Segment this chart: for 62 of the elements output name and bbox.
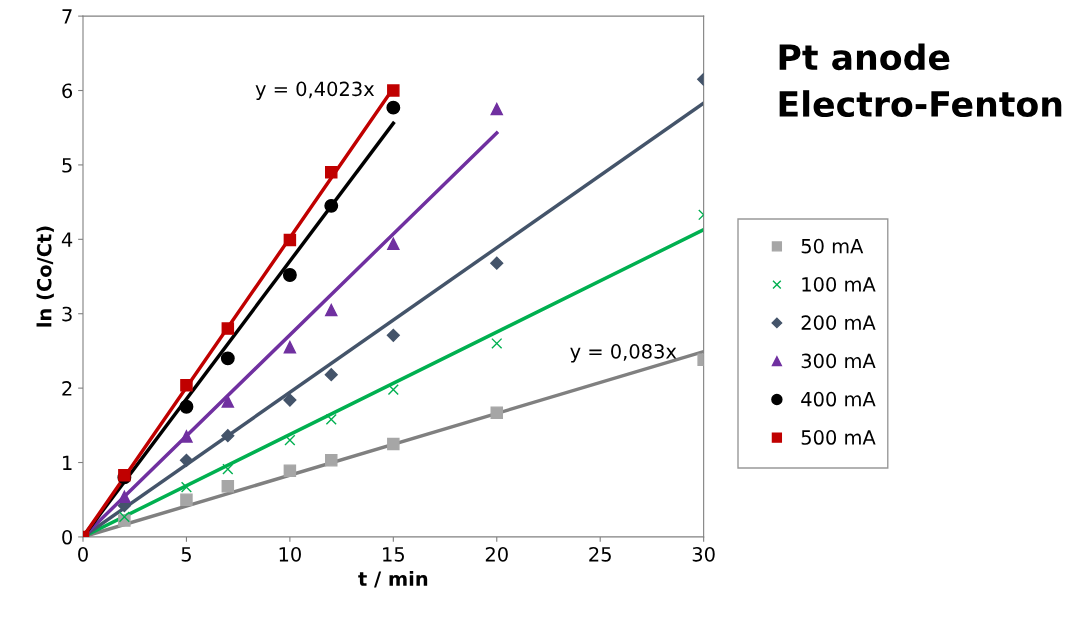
y-tick-label: 1 <box>63 455 72 470</box>
x-axis-title: t / min <box>358 571 428 588</box>
x-tick-label: 30 <box>692 546 715 562</box>
point <box>284 434 296 446</box>
point <box>282 268 297 282</box>
y-tick-label: 4 <box>61 232 73 247</box>
x-tick-label: 5 <box>181 547 191 562</box>
y-tick-label: 5 <box>62 158 72 173</box>
point <box>283 393 297 407</box>
legend-label: 100 mA <box>802 277 876 292</box>
point <box>490 102 504 116</box>
point <box>222 463 234 475</box>
y-tick-label: 6 <box>62 83 73 99</box>
point <box>325 413 337 425</box>
point <box>221 395 235 408</box>
x-tick-label: 25 <box>589 546 611 562</box>
point <box>221 429 235 443</box>
point <box>283 464 297 477</box>
legend-label: 500 mA <box>801 430 876 445</box>
point <box>325 303 338 317</box>
x-tick-label: 15 <box>383 547 404 562</box>
legend-label: 50 mA <box>801 238 864 254</box>
point <box>221 322 235 335</box>
text: Pt anode Electro-Fenton <box>779 43 1062 118</box>
point <box>283 233 297 247</box>
point <box>324 198 339 213</box>
point <box>180 493 193 506</box>
point <box>180 378 193 392</box>
point <box>387 437 400 451</box>
point <box>180 481 192 493</box>
point <box>387 237 400 251</box>
point <box>221 480 235 493</box>
point <box>325 166 338 179</box>
y-tick-label: 7 <box>62 9 72 24</box>
x-tick-label: 20 <box>485 546 508 562</box>
legend-label: 300 mA <box>801 353 876 369</box>
point <box>386 100 401 115</box>
point <box>118 490 131 503</box>
x-tick-label: 0 <box>78 546 88 562</box>
point <box>387 84 400 97</box>
y-axis-title: ln (Co/Ct) <box>36 226 54 327</box>
point <box>491 337 503 350</box>
point <box>324 368 338 382</box>
point <box>490 256 504 270</box>
point <box>220 351 235 366</box>
point <box>283 340 297 354</box>
point <box>179 399 194 414</box>
annotation: y = 0,083x <box>570 344 677 363</box>
point <box>387 384 399 396</box>
point <box>386 328 400 342</box>
point <box>118 511 130 523</box>
y-tick-label: 2 <box>62 381 72 396</box>
y-tick-label: 0 <box>62 529 72 545</box>
point <box>179 453 194 467</box>
point <box>180 430 193 443</box>
point <box>490 406 504 419</box>
legend-label: 400 mA <box>801 391 876 407</box>
point <box>325 454 338 467</box>
legend-label: 200 mA <box>801 315 876 330</box>
annotation: y = 0,4023x <box>255 81 375 100</box>
y-tick-label: 3 <box>62 306 72 322</box>
x-tick-label: 10 <box>279 546 301 562</box>
